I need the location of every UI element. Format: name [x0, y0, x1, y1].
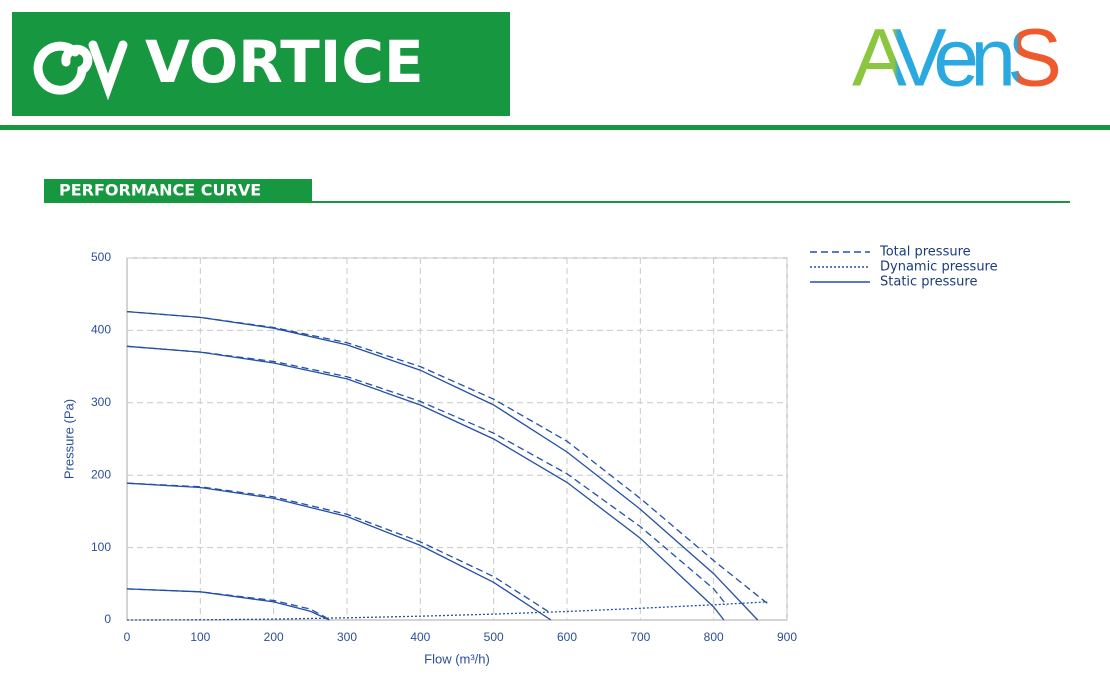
- plot-area: [126, 257, 788, 621]
- y-tick-label: 0: [104, 612, 111, 626]
- section-rule: [44, 201, 1070, 203]
- x-tick-label: 600: [557, 630, 577, 644]
- x-axis-label: Flow (m³/h): [424, 651, 490, 666]
- y-tick-label: 200: [91, 467, 111, 481]
- brand-box: [12, 12, 510, 116]
- curve: [126, 482, 549, 612]
- y-tick-label: 500: [91, 250, 111, 264]
- section-box: [44, 179, 312, 203]
- curve: [126, 588, 330, 621]
- y-tick-label: 300: [91, 395, 111, 409]
- y-tick-label: 100: [91, 540, 111, 554]
- curve: [126, 310, 759, 621]
- x-tick-label: 500: [484, 630, 504, 644]
- curve: [126, 345, 725, 621]
- x-tick-label: 0: [124, 630, 131, 644]
- header-rule: [0, 125, 1110, 130]
- y-axis-label: Pressure (Pa): [61, 399, 76, 479]
- legend-label: Total pressure: [879, 245, 971, 260]
- x-tick-label: 900: [777, 630, 797, 644]
- x-tick-label: 400: [410, 630, 430, 644]
- x-tick-label: 100: [190, 630, 210, 644]
- legend-label: Dynamic pressure: [880, 260, 998, 275]
- curve: [126, 482, 552, 621]
- x-tick-label: 300: [337, 630, 357, 644]
- x-tick-label: 700: [630, 630, 650, 644]
- brand: VORTICE: [145, 28, 424, 96]
- brand-icon: [33, 40, 128, 101]
- partner-logo: AVenS: [852, 13, 1062, 104]
- chart: 0 100 200 300 400 500 0 100 200 300 400 500 600 700 80…: [61, 245, 997, 667]
- y-tick-label: 400: [91, 323, 111, 337]
- section-title: PERFORMANCE CURVE: [59, 181, 261, 200]
- curve: [126, 345, 728, 606]
- legend-label: Static pressure: [880, 275, 977, 290]
- x-tick-label: 800: [704, 630, 724, 644]
- x-tick-label: 200: [264, 630, 284, 644]
